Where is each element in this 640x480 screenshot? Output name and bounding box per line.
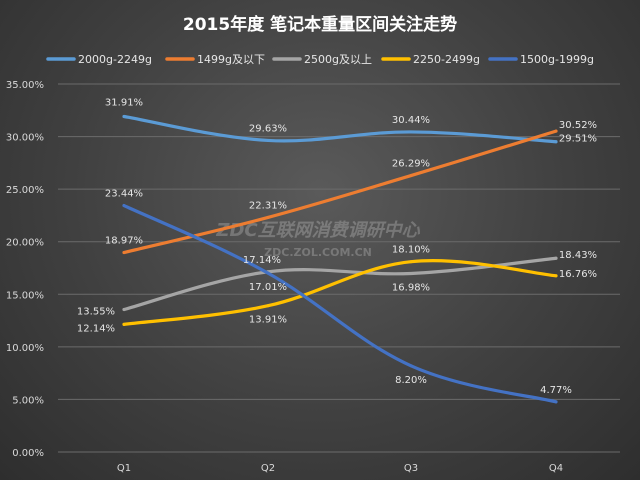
data-label: 22.31% bbox=[249, 200, 287, 211]
data-label: 13.91% bbox=[249, 315, 287, 326]
data-label: 18.43% bbox=[559, 250, 597, 261]
data-point bbox=[409, 271, 413, 275]
data-label: 30.44% bbox=[392, 115, 430, 126]
grid-layer: 0.00% 5.00% 10.00% 15.00% 20.00% 25.00% 30.00%… bbox=[6, 80, 620, 474]
x-tick-label: Q4 bbox=[549, 463, 563, 474]
data-point bbox=[554, 140, 558, 144]
y-tick-label: 10.00% bbox=[6, 343, 44, 354]
data-point bbox=[554, 274, 558, 278]
data-label: 29.51% bbox=[559, 134, 597, 145]
data-label: 13.55% bbox=[77, 307, 115, 318]
data-point bbox=[122, 114, 126, 118]
data-label: 16.98% bbox=[392, 282, 430, 293]
y-tick-label: 20.00% bbox=[6, 238, 44, 249]
data-point bbox=[409, 260, 413, 264]
label-layer: 31.91% 29.63% 30.44% 29.51% 18.97% 22.31% 26.2… bbox=[77, 97, 597, 395]
data-label: 18.97% bbox=[105, 236, 143, 247]
data-point bbox=[122, 308, 126, 312]
legend: 2000g-2249g 1499g及以下 2500g及以上 2250-2499g 150… bbox=[46, 53, 594, 66]
data-point bbox=[122, 251, 126, 255]
legend-label: 1499g及以下 bbox=[197, 53, 265, 66]
watermark: ZDC互联网消费调研中心 ZDC.ZOL.COM.CN bbox=[215, 220, 420, 259]
data-point bbox=[122, 322, 126, 326]
data-label: 30.52% bbox=[559, 120, 597, 131]
data-label: 16.76% bbox=[559, 269, 597, 280]
data-label: 17.14% bbox=[243, 255, 281, 266]
series-line-1 bbox=[122, 114, 558, 144]
legend-label: 2000g-2249g bbox=[78, 53, 152, 66]
legend-label: 1500g-1999g bbox=[520, 53, 594, 66]
data-point bbox=[266, 138, 270, 142]
series-line-2 bbox=[122, 129, 558, 255]
legend-label: 2500g及以上 bbox=[304, 53, 372, 66]
data-label: 8.20% bbox=[395, 375, 427, 386]
y-tick-label: 30.00% bbox=[6, 133, 44, 144]
data-label: 17.01% bbox=[249, 282, 287, 293]
y-tick-label: 0.00% bbox=[12, 448, 44, 459]
watermark-url: ZDC.ZOL.COM.CN bbox=[264, 246, 372, 259]
chart-title: 2015年度 笔记本重量区间关注走势 bbox=[183, 14, 457, 35]
data-point bbox=[122, 204, 126, 208]
y-tick-label: 25.00% bbox=[6, 185, 44, 196]
data-point bbox=[266, 271, 270, 275]
data-label: 29.63% bbox=[249, 123, 287, 134]
watermark-title: ZDC互联网消费调研中心 bbox=[215, 220, 420, 241]
data-label: 12.14% bbox=[77, 323, 115, 334]
data-point bbox=[409, 130, 413, 134]
legend-label: 2250-2499g bbox=[413, 53, 480, 66]
y-tick-label: 5.00% bbox=[12, 395, 44, 406]
series-layer bbox=[122, 114, 558, 404]
data-label: 4.77% bbox=[540, 385, 572, 396]
y-tick-label: 15.00% bbox=[6, 290, 44, 301]
series-line-5 bbox=[122, 203, 558, 404]
data-label: 18.10% bbox=[392, 245, 430, 256]
data-point bbox=[266, 215, 270, 219]
data-point bbox=[409, 174, 413, 178]
x-tick-label: Q2 bbox=[261, 463, 275, 474]
data-point bbox=[554, 256, 558, 260]
data-point bbox=[409, 364, 413, 368]
data-point bbox=[266, 304, 270, 308]
data-point bbox=[554, 129, 558, 133]
y-tick-label: 35.00% bbox=[6, 80, 44, 91]
x-tick-label: Q1 bbox=[117, 463, 131, 474]
data-label: 31.91% bbox=[105, 97, 143, 108]
data-label: 23.44% bbox=[105, 189, 143, 200]
series-line-4 bbox=[122, 259, 558, 326]
data-point bbox=[554, 400, 558, 404]
data-label: 26.29% bbox=[392, 159, 430, 170]
x-tick-label: Q3 bbox=[404, 463, 418, 474]
